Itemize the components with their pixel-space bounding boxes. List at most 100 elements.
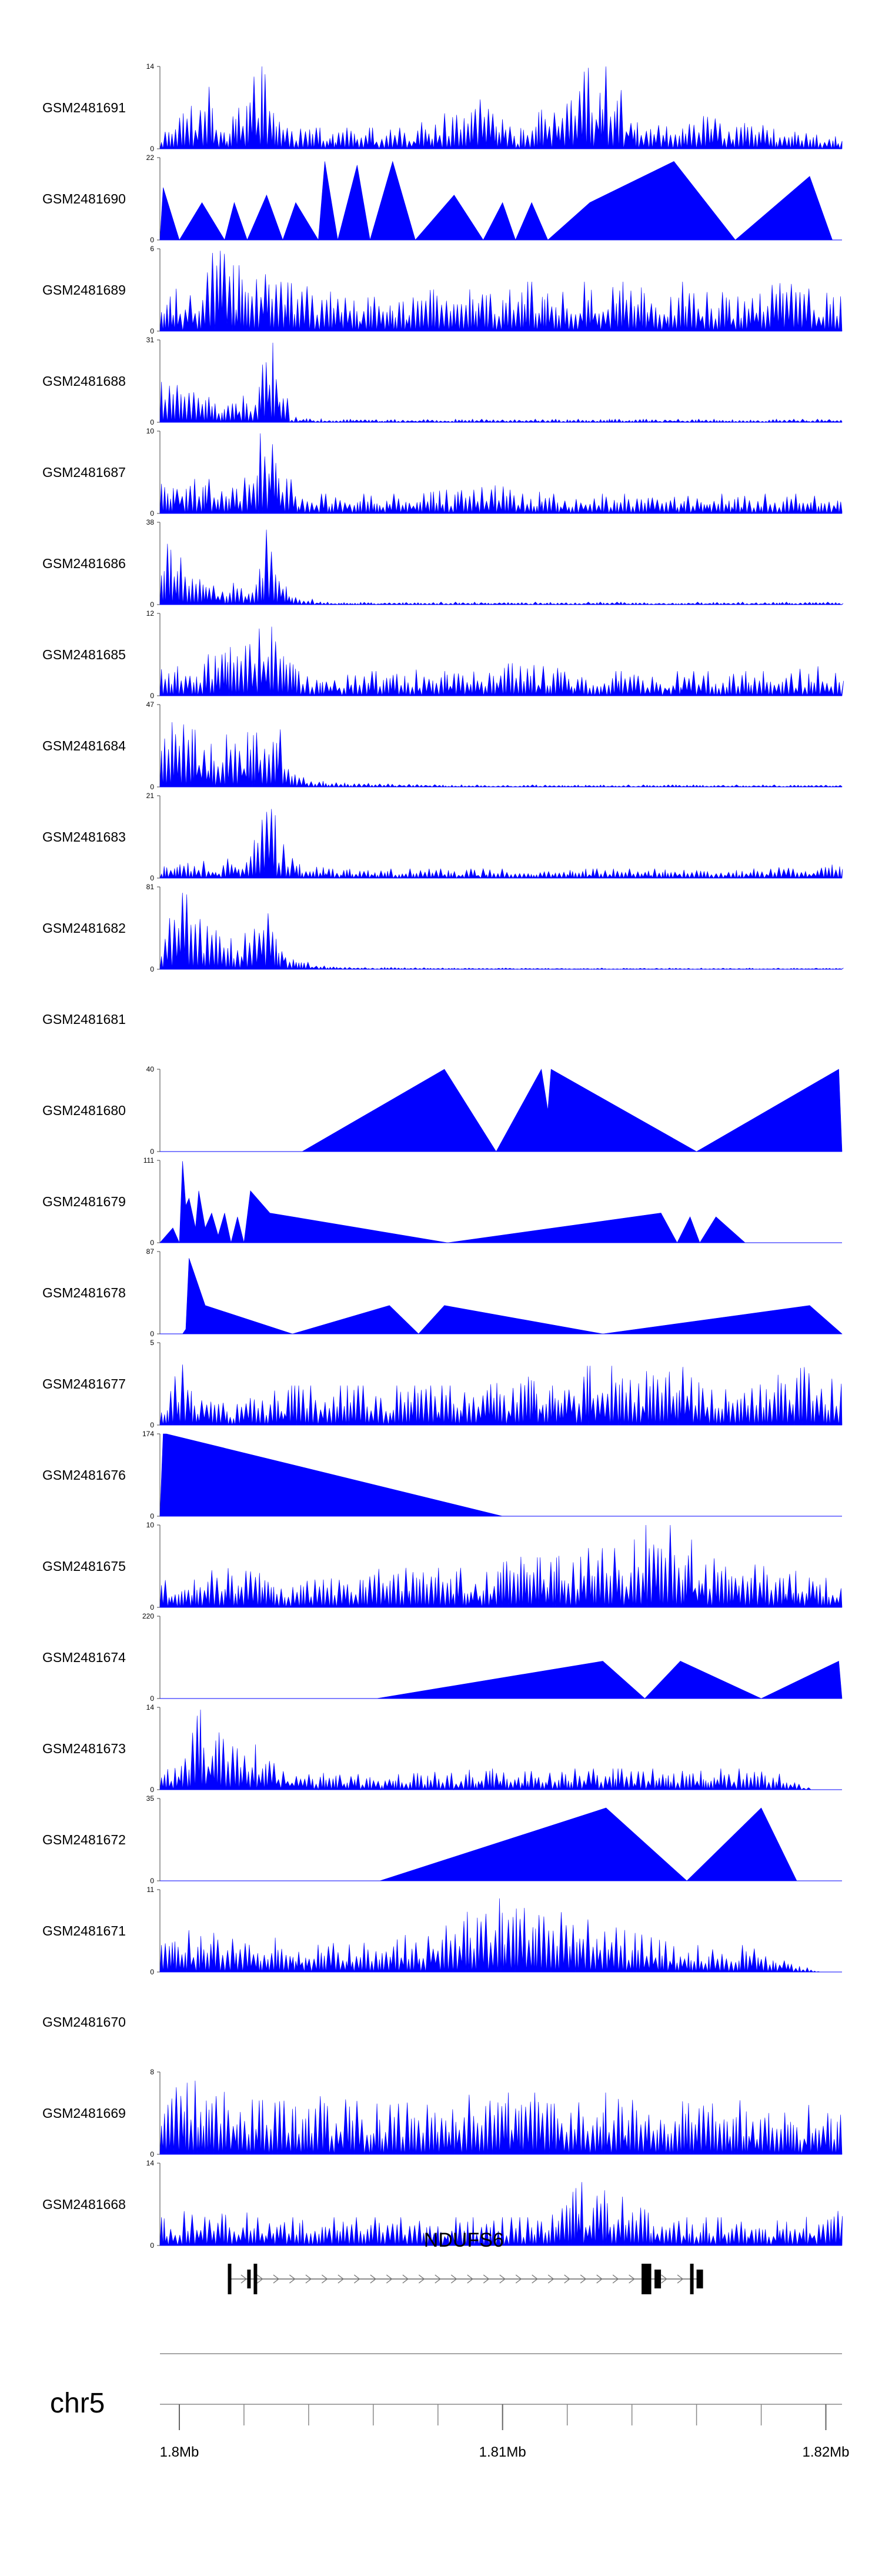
y-tick-label-zero: 0 [150,145,154,153]
track-GSM2481673: GSM2481673 14 0 [42,1703,842,1794]
y-tick-label-zero: 0 [150,1147,154,1156]
track-label: GSM2481677 [42,1376,126,1392]
track-GSM2481681: GSM2481681 [42,1012,126,1027]
y-tick-label-zero: 0 [150,418,154,426]
strand-arrow [305,2274,312,2284]
y-tick-label-zero: 0 [150,236,154,244]
coverage-area [159,529,844,605]
track-GSM2481690: GSM2481690 22 0 [42,154,842,244]
track-GSM2481671: GSM2481671 11 0 [42,1886,842,1976]
track-GSM2481668: GSM2481668 14 0 [42,2159,843,2250]
track-panel: GSM2481691140GSM2481690220GSM248168960GS… [42,62,844,2250]
strand-arrow [564,2274,570,2284]
track-GSM2481684: GSM2481684 47 0 [42,700,843,791]
track-label: GSM2481671 [42,1923,126,1938]
y-tick-label-zero: 0 [150,783,154,791]
track-GSM2481675: GSM2481675 10 0 [42,1521,843,1611]
y-tick-label-zero: 0 [150,600,154,609]
strand-arrow [256,2274,263,2284]
strand-arrow [289,2274,296,2284]
y-tick-label-max: 47 [146,700,155,709]
coverage-area [159,1433,842,1517]
track-GSM2481679: GSM2481679 111 0 [42,1156,842,1247]
strand-arrow [273,2274,280,2284]
track-GSM2481686: GSM2481686 38 0 [42,518,844,609]
y-tick-label-zero: 0 [150,874,154,882]
track-GSM2481685: GSM2481685 12 0 [42,609,844,700]
y-tick-label-max: 14 [146,2159,155,2167]
strand-arrow [515,2274,522,2284]
coverage-area [160,1069,843,1152]
y-tick-label-max: 40 [146,1065,155,1073]
y-tick-label-max: 111 [143,1156,155,1164]
track-GSM2481682: GSM2481682 81 0 [42,883,844,973]
y-tick-label-max: 10 [146,1521,155,1529]
track-label: GSM2481687 [42,465,126,480]
y-tick-label-max: 6 [150,245,154,253]
track-label: GSM2481672 [42,1832,126,1847]
track-GSM2481689: GSM2481689 6 0 [42,245,843,335]
strand-arrow [240,2274,248,2284]
strand-arrow [338,2274,345,2284]
coverage-area [159,66,843,150]
track-label: GSM2481680 [42,1103,126,1118]
y-tick-label-zero: 0 [150,1968,154,1976]
y-tick-label-zero: 0 [150,2241,154,2250]
track-GSM2481691: GSM2481691 14 0 [42,62,843,153]
y-tick-label-max: 31 [146,336,155,344]
y-tick-label-zero: 0 [150,1421,154,1429]
strand-arrow [435,2274,441,2284]
exon-block [690,2264,694,2294]
y-tick-label-max: 87 [146,1247,155,1256]
track-label: GSM2481681 [42,1012,126,1027]
coverage-area [160,1660,843,1699]
track-GSM2481676: GSM2481676 174 0 [42,1430,842,1520]
gene-model-track: NDUFS6 [228,2229,703,2294]
track-GSM2481683: GSM2481683 21 0 [42,792,843,882]
exon-block [642,2264,652,2294]
track-GSM2481670: GSM2481670 [42,2014,126,2030]
coverage-area [160,1807,842,1881]
axis-tick-label: 1.8Mb [160,2444,199,2460]
strand-arrow [596,2274,603,2284]
track-label: GSM2481690 [42,191,126,206]
track-GSM2481677: GSM2481677 5 0 [42,1339,843,1429]
track-label: GSM2481689 [42,282,126,298]
coverage-area [159,2182,843,2246]
y-tick-label-max: 12 [146,609,155,618]
strand-arrow [467,2274,473,2284]
track-GSM2481669: GSM2481669 8 0 [42,2068,843,2158]
track-label: GSM2481682 [42,920,126,936]
track-label: GSM2481684 [42,738,126,753]
y-tick-label-max: 8 [150,2068,154,2076]
gene-name: NDUFS6 [424,2229,504,2251]
chromosome-label: chr5 [50,2388,105,2419]
strand-arrow [661,2274,667,2284]
y-tick-label-zero: 0 [150,1603,154,1611]
track-label: GSM2481668 [42,2197,126,2212]
y-tick-label-max: 14 [146,62,155,71]
coverage-area [159,626,844,697]
y-tick-label-max: 35 [146,1794,155,1803]
y-tick-label-zero: 0 [150,2150,154,2158]
track-label: GSM2481675 [42,1559,126,1574]
track-GSM2481680: GSM2481680 40 0 [42,1065,843,1156]
strand-arrow [532,2274,538,2284]
strand-arrow [499,2274,506,2284]
track-GSM2481687: GSM2481687 10 0 [42,427,843,518]
strand-arrow [418,2274,425,2284]
coverage-area [159,1364,843,1426]
coverage-area [159,161,833,241]
strand-arrow [450,2274,457,2284]
track-label: GSM2481674 [42,1650,126,1665]
coverage-area [159,1709,842,1791]
y-tick-label-max: 38 [146,518,155,526]
coverage-area [159,809,843,879]
track-GSM2481688: GSM2481688 31 0 [42,336,843,426]
coverage-area [159,1524,843,1608]
y-tick-label-zero: 0 [150,1239,154,1247]
y-tick-label-max: 11 [147,1886,155,1894]
coverage-area [159,251,843,332]
y-tick-label-max: 220 [142,1612,154,1620]
